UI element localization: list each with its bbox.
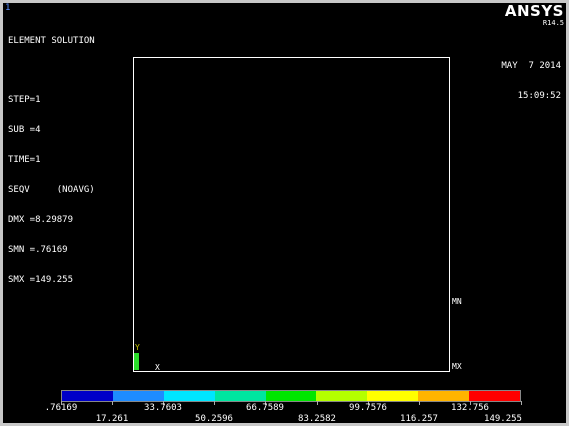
legend-label: 33.7603 [144, 403, 182, 413]
solution-info: ELEMENT SOLUTION STEP=1 SUB =4 TIME=1 SE… [8, 16, 95, 305]
ansys-logo: ANSYS R14.5 [505, 4, 564, 28]
axis-triad [134, 353, 139, 370]
legend-color-band [469, 391, 521, 401]
date-time: MAY 7 2014 15:09:52 [501, 41, 561, 121]
legend-color-band [418, 391, 470, 401]
legend-tick [112, 401, 113, 405]
max-marker: MX [452, 362, 462, 371]
legend-color-band [112, 391, 164, 401]
result-type-line: SEQV (NOAVG) [8, 185, 95, 195]
legend-label: 66.7589 [246, 403, 284, 413]
smx-line: SMX =149.255 [8, 275, 74, 285]
legend-color-band [62, 391, 113, 401]
substep-line: SUB =4 [8, 125, 41, 135]
legend-tick [214, 401, 215, 405]
legend-color-band [163, 391, 215, 401]
legend-label: 132.756 [451, 403, 489, 413]
legend-label: 149.255 [484, 414, 522, 423]
dmx-line: DMX =8.29879 [8, 215, 74, 225]
legend-label: 99.7576 [349, 403, 387, 413]
legend-tick [470, 401, 471, 405]
legend-label: .76169 [44, 403, 78, 413]
legend-color-band [265, 391, 317, 401]
legend-label: 83.2582 [298, 414, 336, 423]
step-line: STEP=1 [8, 95, 41, 105]
legend-label: 116.257 [400, 414, 438, 423]
window-number: 1 [5, 3, 11, 13]
plot-date: MAY 7 2014 [501, 61, 561, 71]
logo-version: R14.5 [542, 19, 564, 27]
contour-legend [61, 390, 521, 402]
legend-tick [521, 401, 522, 405]
legend-tick [368, 401, 369, 405]
smn-line: SMN =.76169 [8, 245, 68, 255]
axis-y-label: Y [135, 343, 140, 352]
graphics-window[interactable]: 1 ELEMENT SOLUTION STEP=1 SUB =4 TIME=1 … [3, 3, 566, 423]
model-outline[interactable] [133, 57, 450, 372]
legend-tick [265, 401, 266, 405]
axis-x-label: X [155, 363, 160, 372]
legend-tick [163, 401, 164, 405]
min-marker: MN [452, 297, 462, 306]
legend-tick [419, 401, 420, 405]
solution-title: ELEMENT SOLUTION [8, 36, 95, 46]
logo-brand: ANSYS [504, 3, 564, 20]
legend-label: 17.261 [95, 414, 129, 423]
legend-color-band [316, 391, 368, 401]
legend-color-band [214, 391, 266, 401]
legend-tick [317, 401, 318, 405]
plot-time: 15:09:52 [517, 91, 561, 101]
legend-color-band [367, 391, 419, 401]
legend-tick [61, 401, 62, 405]
legend-labels: .76169 17.261 33.7603 50.2596 66.7589 83.2582… [45, 388, 522, 423]
legend-label: 50.2596 [195, 414, 233, 423]
time-line: TIME=1 [8, 155, 41, 165]
